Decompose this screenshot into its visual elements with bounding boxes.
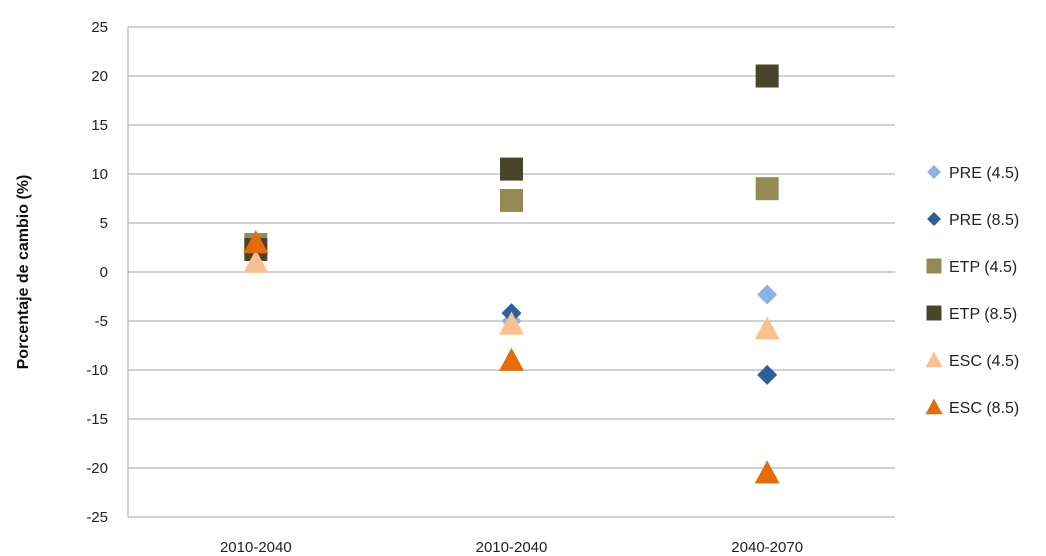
y-tick-label: -15 bbox=[86, 411, 108, 428]
point-triangle bbox=[243, 230, 269, 254]
data-markers bbox=[243, 64, 780, 484]
gridlines bbox=[127, 26, 895, 518]
y-tick-label: 25 bbox=[91, 19, 108, 36]
point-triangle bbox=[754, 460, 780, 484]
y-axis-title: Porcentaje de cambio (%) bbox=[15, 175, 32, 370]
legend-label: ETP (8.5) bbox=[949, 306, 1017, 323]
point-diamond bbox=[757, 284, 778, 305]
y-tick-label: -20 bbox=[86, 460, 108, 477]
legend-marker-triangle bbox=[925, 351, 943, 368]
legend-marker-square bbox=[926, 305, 942, 321]
point-square bbox=[500, 188, 523, 212]
legend-label: ESC (4.5) bbox=[949, 353, 1019, 370]
x-tick-label: 2040-2070 bbox=[731, 539, 803, 556]
legend-marker-triangle bbox=[925, 398, 943, 415]
point-triangle bbox=[499, 347, 524, 371]
y-tick-label: -5 bbox=[95, 313, 108, 330]
x-tick-labels: 2010-2040 2010-2040 2040-2070 bbox=[220, 539, 803, 556]
point-triangle bbox=[243, 249, 269, 273]
x-tick-label: 2010-2040 bbox=[220, 539, 292, 556]
x-tick-label: 2010-2040 bbox=[476, 539, 548, 556]
point-triangle bbox=[754, 316, 780, 340]
point-square bbox=[755, 177, 779, 201]
legend-marker-square bbox=[926, 258, 942, 274]
legend-label: PRE (8.5) bbox=[949, 212, 1019, 229]
point-square bbox=[755, 64, 779, 88]
y-tick-label: 5 bbox=[100, 215, 108, 232]
point-square bbox=[500, 157, 523, 181]
point-diamond bbox=[757, 364, 778, 385]
y-tick-label: 20 bbox=[91, 68, 108, 85]
legend-marker-diamond bbox=[927, 165, 941, 179]
legend-marker-diamond bbox=[927, 212, 941, 226]
point-triangle bbox=[499, 311, 524, 335]
legend-label: ESC (8.5) bbox=[949, 400, 1019, 417]
legend: PRE (4.5) PRE (8.5) ETP (4.5) ETP (8.5) ESC … bbox=[925, 165, 1019, 417]
y-tick-label: 15 bbox=[91, 117, 108, 134]
y-tick-label: 0 bbox=[100, 264, 108, 281]
y-tick-label: -10 bbox=[86, 362, 108, 379]
legend-label: PRE (4.5) bbox=[949, 165, 1019, 182]
y-tick-label: -25 bbox=[86, 509, 108, 526]
legend-label: ETP (4.5) bbox=[949, 259, 1017, 276]
y-tick-labels: 25 20 15 10 5 0 -5 -10 -15 -20 -25 bbox=[86, 19, 108, 526]
y-tick-label: 10 bbox=[91, 166, 108, 183]
